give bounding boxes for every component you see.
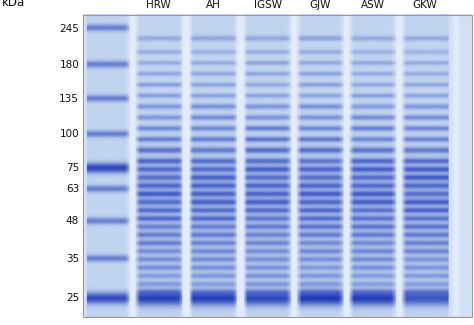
Text: 245: 245 <box>59 23 79 33</box>
Text: GJW: GJW <box>310 0 331 10</box>
Bar <box>83 15 472 317</box>
Text: kDa: kDa <box>2 0 26 9</box>
Text: HRW: HRW <box>146 0 171 10</box>
Text: IGSW: IGSW <box>254 0 282 10</box>
Text: 135: 135 <box>59 94 79 104</box>
Text: ASW: ASW <box>361 0 384 10</box>
Text: 100: 100 <box>60 129 79 139</box>
Text: 35: 35 <box>66 254 79 264</box>
Text: AH: AH <box>206 0 220 10</box>
Text: 75: 75 <box>66 163 79 174</box>
Text: 180: 180 <box>59 60 79 70</box>
Text: GKW: GKW <box>412 0 438 10</box>
Text: 48: 48 <box>66 216 79 226</box>
Text: 63: 63 <box>66 184 79 194</box>
Text: 25: 25 <box>66 293 79 303</box>
